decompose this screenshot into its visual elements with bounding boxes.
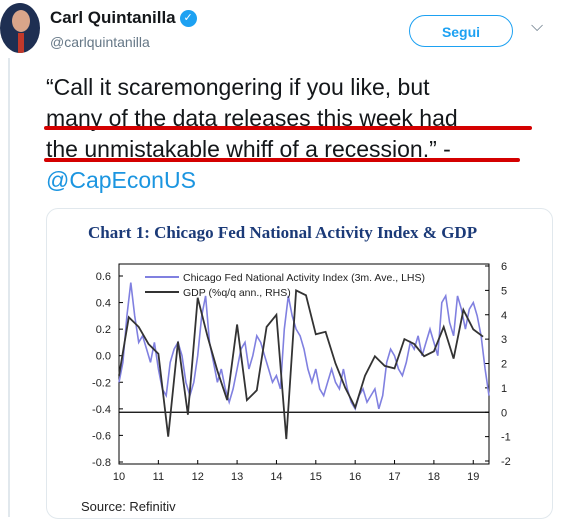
y-left-tick-label: -0.4 bbox=[92, 404, 111, 416]
tweet-text: “Call it scaremongering if you like, but… bbox=[46, 72, 551, 196]
mention-link[interactable]: @CapEconUS bbox=[46, 167, 196, 193]
underline-annotation-2 bbox=[44, 158, 520, 162]
y-left-tick-label: -0.8 bbox=[92, 457, 111, 469]
legend-label-activity: Chicago Fed National Activity Index (3m.… bbox=[183, 272, 425, 284]
series-activity-index-line bbox=[118, 282, 490, 411]
author-row[interactable]: Carl Quintanilla ✓ bbox=[50, 8, 197, 28]
x-tick-label: 13 bbox=[231, 471, 243, 483]
y-right-tick-label: 0 bbox=[501, 407, 507, 419]
series-gdp-line bbox=[118, 288, 484, 440]
follow-button[interactable]: Segui bbox=[409, 15, 513, 47]
x-tick-label: 15 bbox=[310, 471, 322, 483]
author-handle[interactable]: @carlquintanilla bbox=[50, 34, 150, 50]
y-right-tick-label: -1 bbox=[501, 432, 511, 444]
chart-card[interactable]: Chart 1: Chicago Fed National Activity I… bbox=[46, 208, 553, 519]
y-right-tick-label: 5 bbox=[501, 285, 507, 297]
x-tick-label: 17 bbox=[388, 471, 400, 483]
x-tick-label: 14 bbox=[270, 471, 282, 483]
y-left-tick-label: 0.0 bbox=[96, 351, 111, 363]
underline-annotation-1 bbox=[44, 126, 532, 130]
tweet-text-line-3: the unmistakable whiff of a recession.” … bbox=[46, 136, 451, 162]
y-right-tick-label: -2 bbox=[501, 456, 511, 468]
y-left-tick-label: -0.2 bbox=[92, 377, 111, 389]
y-right-tick-label: 6 bbox=[501, 261, 507, 273]
thread-line bbox=[8, 58, 10, 517]
chart-source: Source: Refinitiv bbox=[81, 499, 176, 514]
chevron-down-icon[interactable]: ⌵ bbox=[531, 18, 544, 35]
x-tick-label: 12 bbox=[192, 471, 204, 483]
avatar[interactable] bbox=[0, 3, 40, 53]
chart-title: Chart 1: Chicago Fed National Activity I… bbox=[88, 223, 478, 242]
y-left-tick-label: 0.4 bbox=[96, 298, 111, 310]
y-left-tick-label: -0.6 bbox=[92, 430, 111, 442]
avatar-tie bbox=[18, 33, 24, 53]
x-tick-label: 11 bbox=[153, 471, 164, 483]
x-tick-label: 18 bbox=[428, 471, 440, 483]
author-name[interactable]: Carl Quintanilla bbox=[50, 8, 176, 27]
chart-svg: 0.60.40.20.0-0.2-0.4-0.6-0.86543210-1-21… bbox=[92, 261, 511, 483]
avatar-face bbox=[12, 10, 30, 32]
legend-label-gdp: GDP (%q/q ann., RHS) bbox=[183, 287, 291, 299]
y-right-tick-label: 3 bbox=[501, 334, 507, 346]
y-right-tick-label: 2 bbox=[501, 359, 507, 371]
x-tick-label: 19 bbox=[467, 471, 479, 483]
x-tick-label: 16 bbox=[349, 471, 361, 483]
y-left-tick-label: 0.6 bbox=[96, 271, 111, 283]
tweet-text-line-1: “Call it scaremongering if you like, but bbox=[46, 74, 430, 100]
x-tick-label: 10 bbox=[113, 471, 125, 483]
verified-badge-icon: ✓ bbox=[179, 9, 197, 27]
y-left-tick-label: 0.2 bbox=[96, 324, 111, 336]
y-right-tick-label: 1 bbox=[501, 383, 507, 395]
y-right-tick-label: 4 bbox=[501, 310, 507, 322]
